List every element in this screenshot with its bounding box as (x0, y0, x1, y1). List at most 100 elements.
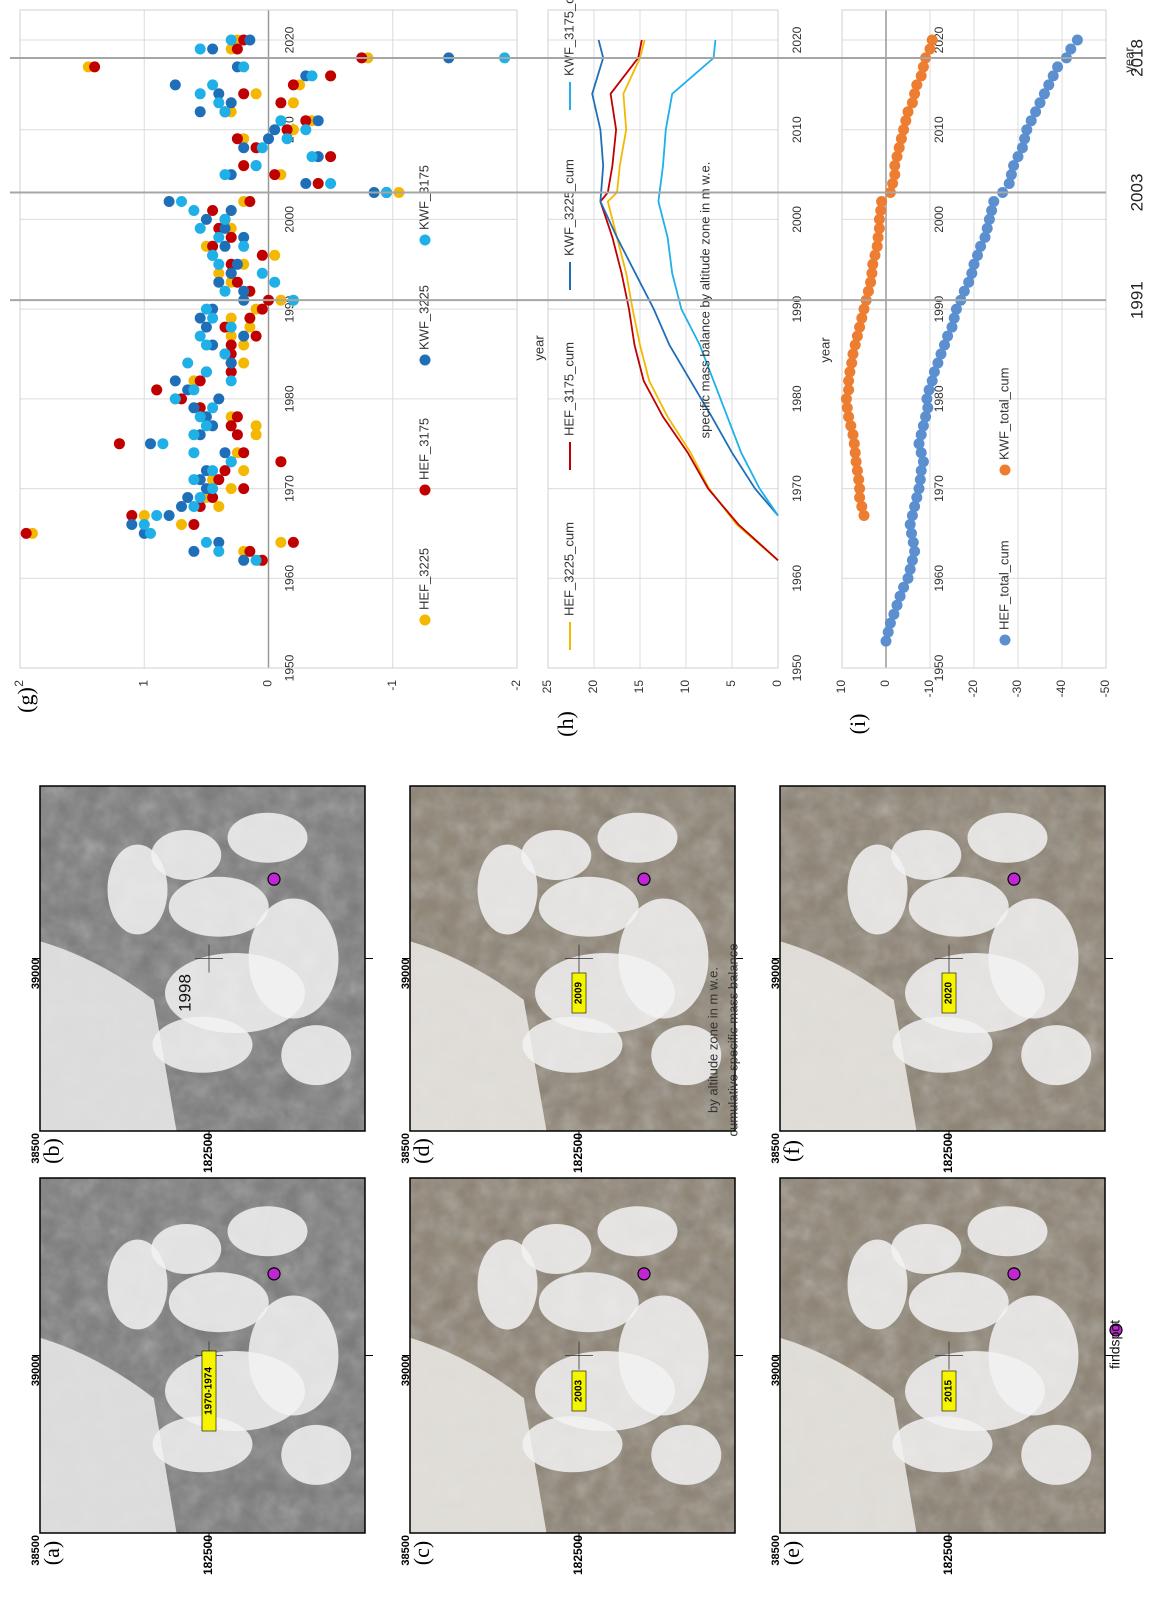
point-HEF_3225 (213, 501, 225, 512)
snow-patch (988, 1295, 1079, 1416)
point-KWF_3225 (188, 402, 200, 414)
snow-patch (967, 1206, 1048, 1257)
point-HEF_total_cum (907, 536, 919, 548)
findspot-marker (267, 1267, 281, 1281)
point-HEF_3225 (287, 97, 299, 109)
coord-label: 182500 (201, 1535, 215, 1575)
chart-panels: 210-1-219501960197019801990200020102020H… (12, 0, 1136, 1136)
point-KWF_total_cum (840, 393, 852, 405)
point-KWF_3175 (188, 384, 200, 396)
point-KWF_3225 (163, 196, 175, 207)
year-tick-label: 1960 (283, 565, 297, 592)
point-KWF_3225 (176, 501, 187, 512)
point-KWF_3175 (207, 249, 219, 261)
photo-year-badge (201, 1350, 217, 1432)
point-KWF_3175 (194, 43, 206, 55)
chart-g: 210-1-219501960197019801990200020102020H… (12, 9, 523, 691)
point-KWF_3175 (169, 393, 181, 405)
point-KWF_3175 (256, 142, 268, 154)
point-KWF_3175 (194, 492, 206, 503)
point-KWF_3175 (194, 88, 206, 100)
year-tick-label: 1970 (790, 475, 804, 502)
glacier-area (780, 941, 917, 1131)
point-HEF_total_cum (913, 438, 925, 450)
point-HEF_total_cum (1071, 34, 1083, 46)
point-KWF_total_cum (843, 384, 855, 396)
point-KWF_total_cum (871, 240, 883, 252)
year-tick-label: 2020 (932, 26, 946, 53)
snow-patch (522, 1416, 623, 1473)
point-HEF_3225 (250, 429, 262, 441)
point-HEF_total_cum (966, 267, 978, 279)
legend-label: KWF_total_cum (996, 368, 1011, 460)
point-KWF_3225 (213, 536, 225, 548)
point-KWF_total_cum (924, 43, 936, 55)
point-KWF_3175 (238, 240, 250, 252)
point-HEF_total_cum (909, 545, 921, 557)
year-tick-label: 2000 (932, 206, 946, 233)
point-KWF_3225 (194, 312, 206, 324)
point-HEF_total_cum (981, 222, 993, 234)
point-HEF_3225 (225, 483, 237, 495)
point-KWF_total_cum (858, 510, 870, 521)
point-KWF_3225 (225, 205, 237, 216)
point-KWF_3175 (225, 321, 237, 333)
value-tick-label: -2 (509, 680, 523, 691)
value-tick-label: 15 (632, 680, 646, 694)
snow-patch (477, 844, 538, 935)
point-HEF_3175 (231, 133, 243, 145)
point-HEF_total_cum (914, 474, 926, 486)
snow-patch (618, 1295, 709, 1416)
point-KWF_total_cum (849, 447, 861, 459)
year-tick-label: 1950 (790, 654, 804, 681)
snow-patch (248, 898, 339, 1019)
point-HEF_3225 (213, 267, 225, 279)
point-KWF_3175 (213, 97, 225, 109)
plot-area (547, 9, 779, 669)
point-HEF_3175 (126, 510, 138, 521)
point-KWF_total_cum (891, 151, 903, 163)
point-KWF_total_cum (844, 366, 856, 378)
point-HEF_total_cum (946, 321, 958, 333)
coord-label: 39000 (770, 1356, 782, 1387)
point-KWF_3225 (213, 276, 225, 288)
year-tick-label: 1990 (790, 295, 804, 322)
snow-patch (107, 1239, 168, 1330)
point-HEF_total_cum (915, 429, 927, 441)
point-HEF_3175 (207, 492, 219, 503)
i-year-label-bottom: year (1121, 47, 1136, 73)
value-tick-label: -1 (385, 680, 399, 691)
point-KWF_total_cum (893, 142, 905, 154)
legend-label: KWF_3175_cum (561, 0, 576, 76)
snow-patch (892, 1016, 993, 1073)
point-KWF_total_cum (847, 348, 859, 360)
findspot-legend-marker (1109, 1323, 1123, 1337)
glacier-area (40, 941, 177, 1131)
snow-patch (597, 812, 678, 863)
point-KWF_total_cum (898, 124, 910, 136)
point-HEF_3175 (325, 151, 337, 163)
year-tick-label: 2020 (790, 26, 804, 53)
point-HEF_3175 (275, 97, 287, 109)
point-KWF_3175 (207, 483, 219, 495)
point-KWF_3175 (250, 554, 262, 566)
snow-patch (1021, 1025, 1092, 1086)
point-KWF_total_cum (900, 115, 912, 127)
point-HEF_3175 (151, 384, 163, 396)
point-HEF_total_cum (988, 196, 1000, 207)
point-HEF_3175 (256, 303, 268, 315)
glacier-area (410, 1337, 547, 1533)
point-HEF_total_cum (979, 231, 991, 243)
point-HEF_3175 (275, 456, 287, 468)
snow-patch (1021, 1424, 1092, 1485)
photo-a: 1970-1974 38500 39000 182500 (a) (30, 1177, 373, 1575)
point-HEF_3175 (20, 527, 32, 539)
plot-area (19, 9, 518, 669)
legend-label: KWF_3225 (416, 285, 431, 350)
point-KWF_3175 (207, 402, 219, 414)
point-HEF_3225 (238, 465, 250, 477)
point-HEF_3175 (225, 420, 237, 432)
point-KWF_total_cum (865, 276, 877, 288)
point-HEF_total_cum (963, 276, 975, 288)
photo-year-label: 2020 (944, 981, 955, 1004)
